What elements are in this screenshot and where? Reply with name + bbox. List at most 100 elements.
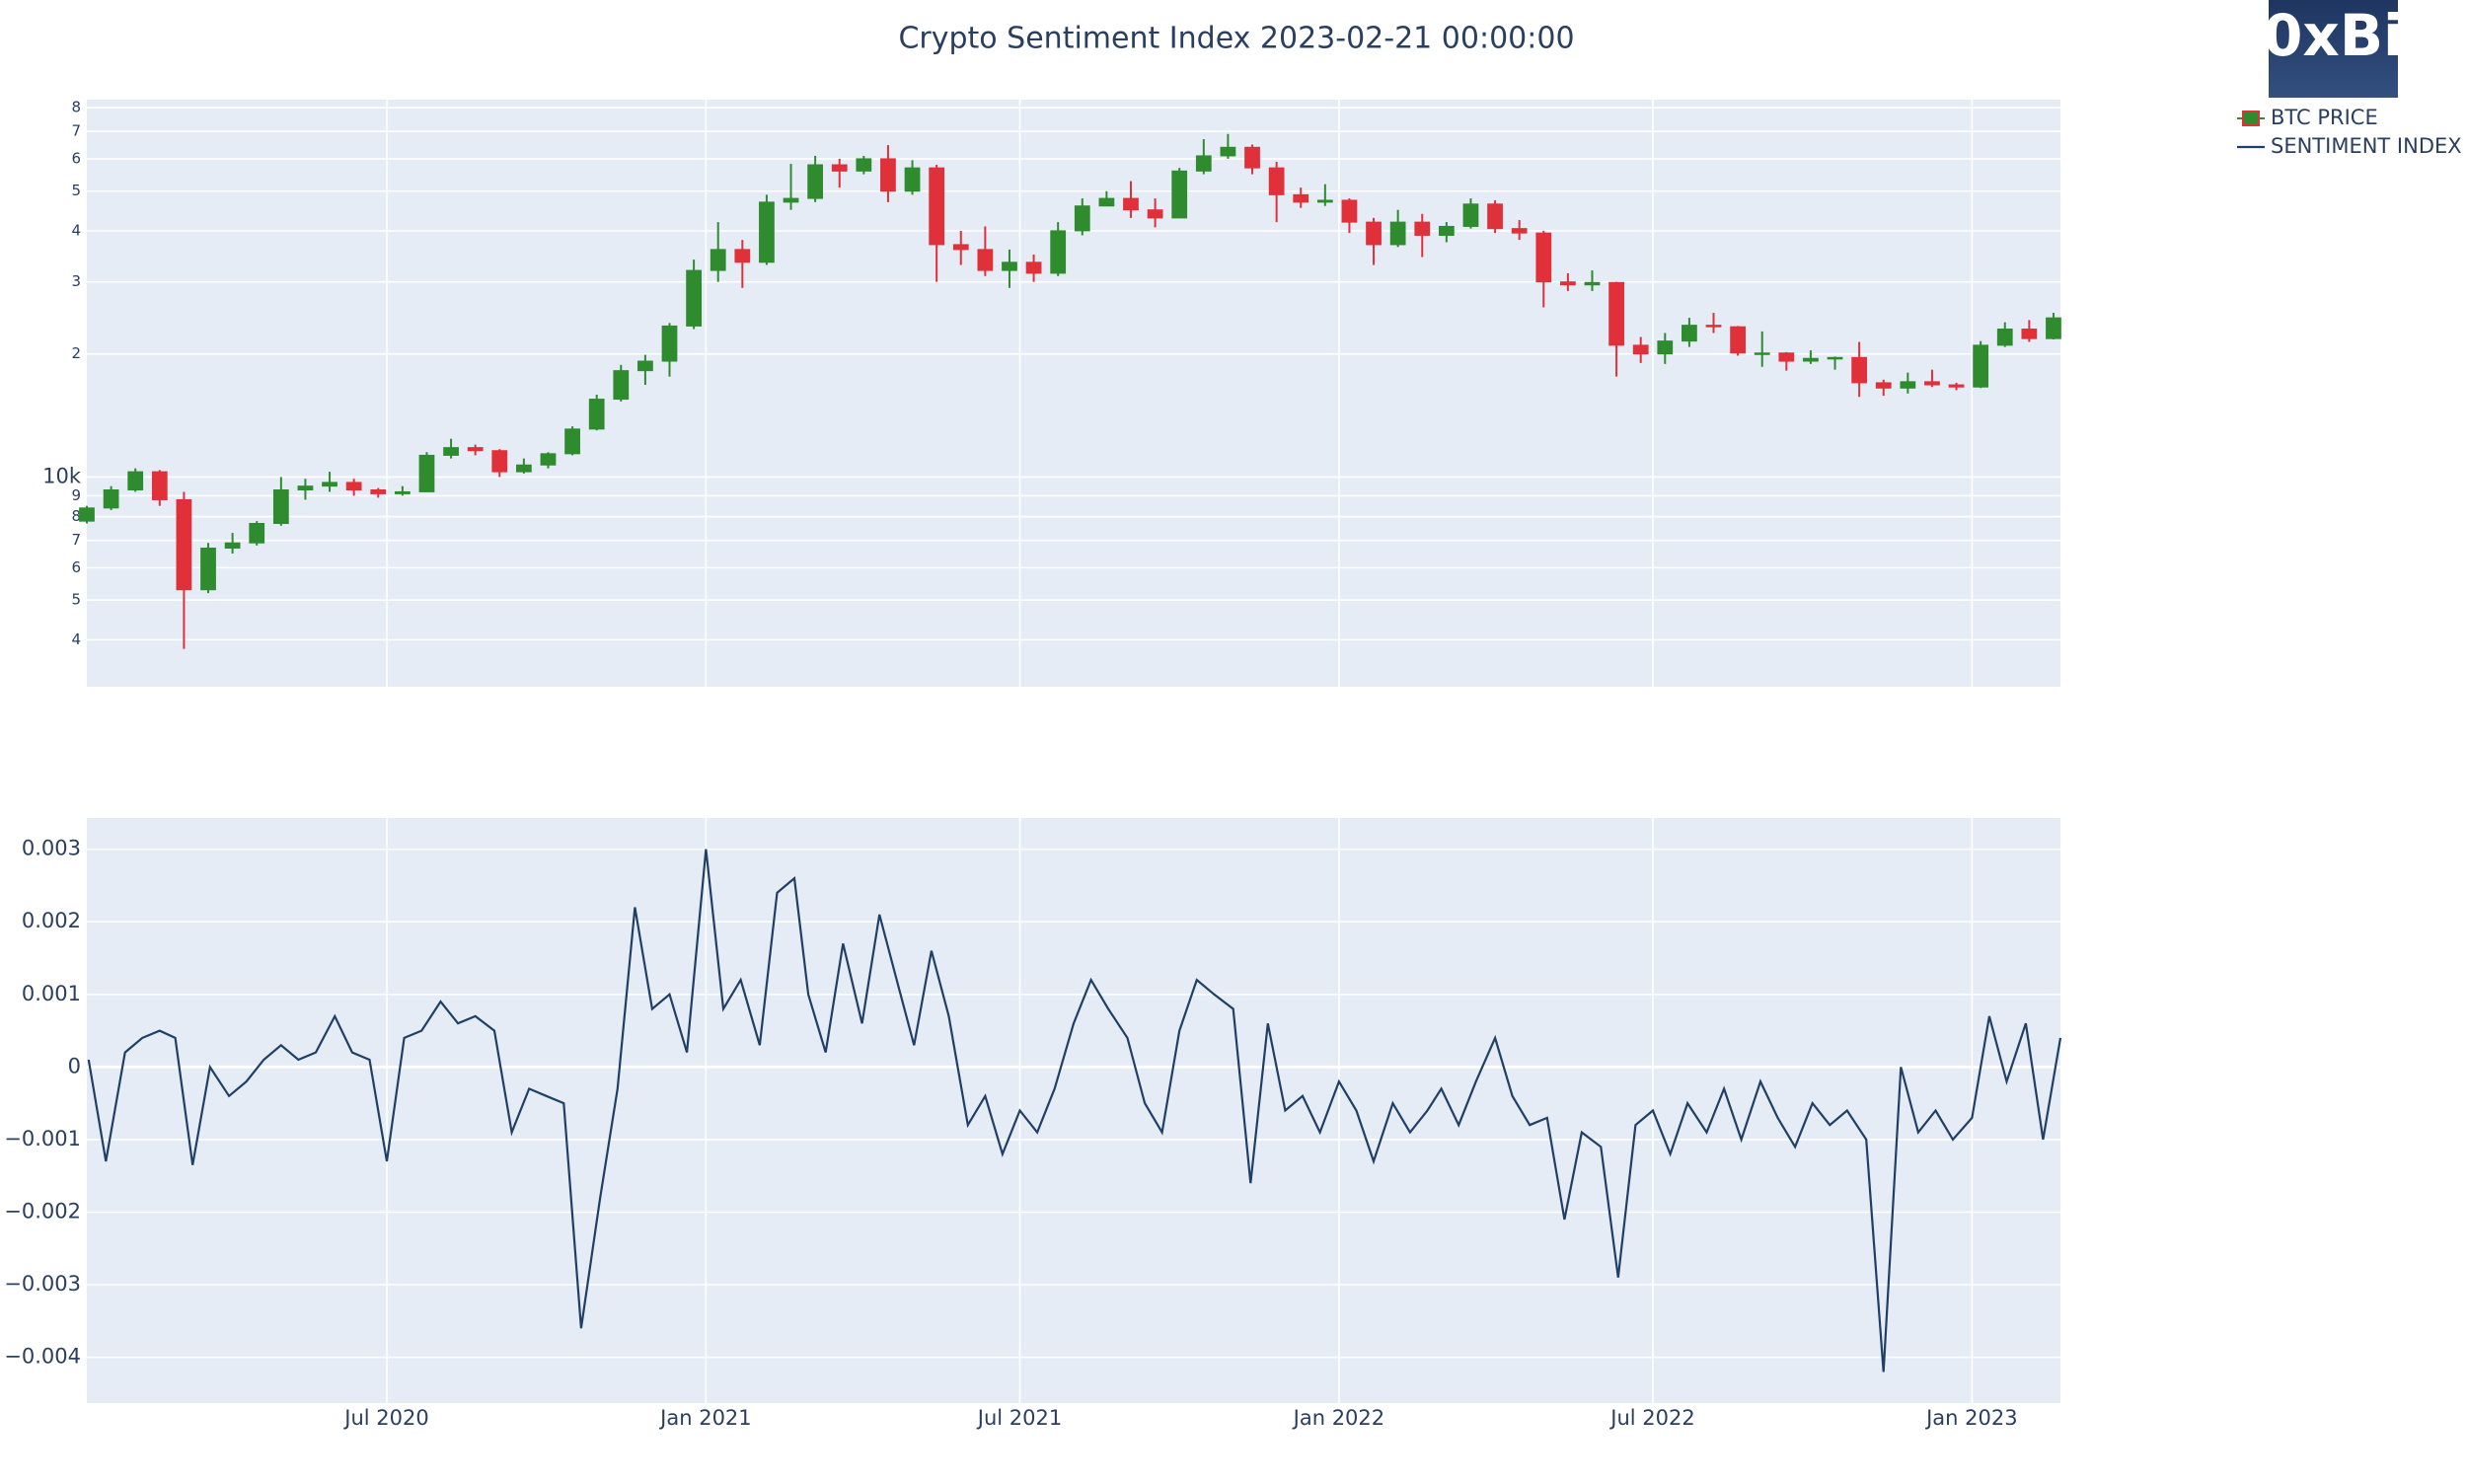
candle-body xyxy=(127,471,144,490)
candle-body xyxy=(1900,381,1916,389)
candle-body xyxy=(2021,329,2038,339)
legend-label: BTC PRICE xyxy=(2271,106,2378,129)
y-tick-label: 6 xyxy=(71,558,81,576)
y-tick-label: 6 xyxy=(71,149,81,167)
y-tick-label: 7 xyxy=(71,122,81,140)
y-tick-label: 2 xyxy=(71,344,81,362)
candle-body xyxy=(103,488,119,509)
y-tick-label: 8 xyxy=(71,99,81,116)
candle-body xyxy=(661,325,678,362)
candle-body xyxy=(1730,326,1746,354)
legend-label: SENTIMENT INDEX xyxy=(2271,134,2462,158)
x-tick-label: Jan 2023 xyxy=(1924,1406,2018,1430)
candle-body xyxy=(904,167,921,192)
candle-body xyxy=(588,399,605,430)
candle-body xyxy=(1827,356,1843,360)
candle-body xyxy=(1584,281,1601,286)
candle-body xyxy=(1389,221,1406,246)
candle-body xyxy=(272,488,289,524)
candle-body xyxy=(345,482,362,490)
candle-body xyxy=(151,471,168,500)
candle-body xyxy=(540,453,557,466)
candle-body xyxy=(1074,205,1090,232)
candle-body xyxy=(710,249,726,271)
candle-body xyxy=(1754,352,1770,355)
y-tick-label: 8 xyxy=(71,507,81,525)
candle-body xyxy=(929,167,945,246)
candle-body xyxy=(1705,325,1722,328)
candle-body xyxy=(564,428,580,455)
candle-body xyxy=(516,464,532,473)
candle-body xyxy=(1147,209,1163,219)
candle-body xyxy=(370,488,387,494)
logo: 0xBi xyxy=(2263,2,2403,69)
candle-body xyxy=(1657,340,1674,355)
candle-body xyxy=(1438,225,1455,236)
candle-body xyxy=(1487,203,1503,230)
plot-background xyxy=(87,818,2060,1403)
candle-body xyxy=(1341,199,1358,223)
candle-body xyxy=(1123,197,1139,211)
candle-body xyxy=(1050,230,1067,274)
candle-body xyxy=(200,548,216,591)
y-tick-label: −0.004 xyxy=(4,1345,81,1369)
x-tick-label: Jan 2022 xyxy=(1292,1406,1385,1430)
candle-body xyxy=(1293,193,1309,203)
candle-body xyxy=(1851,356,1868,384)
y-tick-label: 5 xyxy=(71,182,81,199)
y-tick-label: 4 xyxy=(71,631,81,648)
candle-body xyxy=(394,490,411,494)
candle-body xyxy=(977,249,994,271)
x-tick-label: Jul 2021 xyxy=(976,1406,1062,1430)
candle-body xyxy=(1414,221,1431,236)
legend-symbol xyxy=(2242,111,2260,126)
candle-body xyxy=(1778,352,1795,362)
candle-body xyxy=(1025,261,1042,274)
candle-body xyxy=(418,454,435,492)
candle-body xyxy=(1559,281,1576,286)
candle-body xyxy=(759,201,775,263)
candle-body xyxy=(637,360,653,372)
candle-body xyxy=(297,485,314,490)
candle-body xyxy=(1535,232,1552,283)
candle-body xyxy=(613,370,630,401)
candle-body xyxy=(2046,317,2061,339)
y-tick-label: 5 xyxy=(71,591,81,609)
candle-body xyxy=(491,450,508,473)
candle-body xyxy=(1244,146,1260,169)
candle-body xyxy=(807,164,824,199)
candle-body xyxy=(1632,344,1649,355)
candle-body xyxy=(249,522,265,544)
y-tick-label: 10k xyxy=(42,464,82,487)
chart-title: Crypto Sentiment Index 2023-02-21 00:00:… xyxy=(898,22,1574,56)
candle-body xyxy=(856,158,872,172)
candle-body xyxy=(1996,329,2013,346)
line-series xyxy=(87,849,2062,1373)
candle-body xyxy=(1803,357,1819,362)
candle-body xyxy=(1002,261,1017,271)
y-tick-label: 0.002 xyxy=(22,909,81,932)
y-tick-label: −0.002 xyxy=(4,1200,81,1224)
y-tick-label: 3 xyxy=(71,272,81,290)
x-tick-label: Jul 2020 xyxy=(342,1406,428,1430)
candle-body xyxy=(79,507,95,522)
candle-body xyxy=(1098,197,1115,207)
x-tick-label: Jul 2022 xyxy=(1608,1406,1694,1430)
candle-body xyxy=(880,158,896,192)
plot-background xyxy=(87,100,2060,687)
y-tick-label: 7 xyxy=(71,531,81,549)
y-tick-label: −0.003 xyxy=(4,1272,81,1296)
candle-body xyxy=(443,447,459,456)
candle-body xyxy=(952,244,969,251)
candle-body xyxy=(322,482,337,487)
candle-body xyxy=(467,447,484,452)
candle-body xyxy=(1511,228,1528,234)
candle-body xyxy=(1973,344,1989,388)
y-tick-label: 9 xyxy=(71,486,81,504)
candle-body xyxy=(176,498,192,591)
candle-body xyxy=(686,269,702,327)
candle-body xyxy=(1366,221,1382,246)
logo-box xyxy=(2269,0,2398,98)
